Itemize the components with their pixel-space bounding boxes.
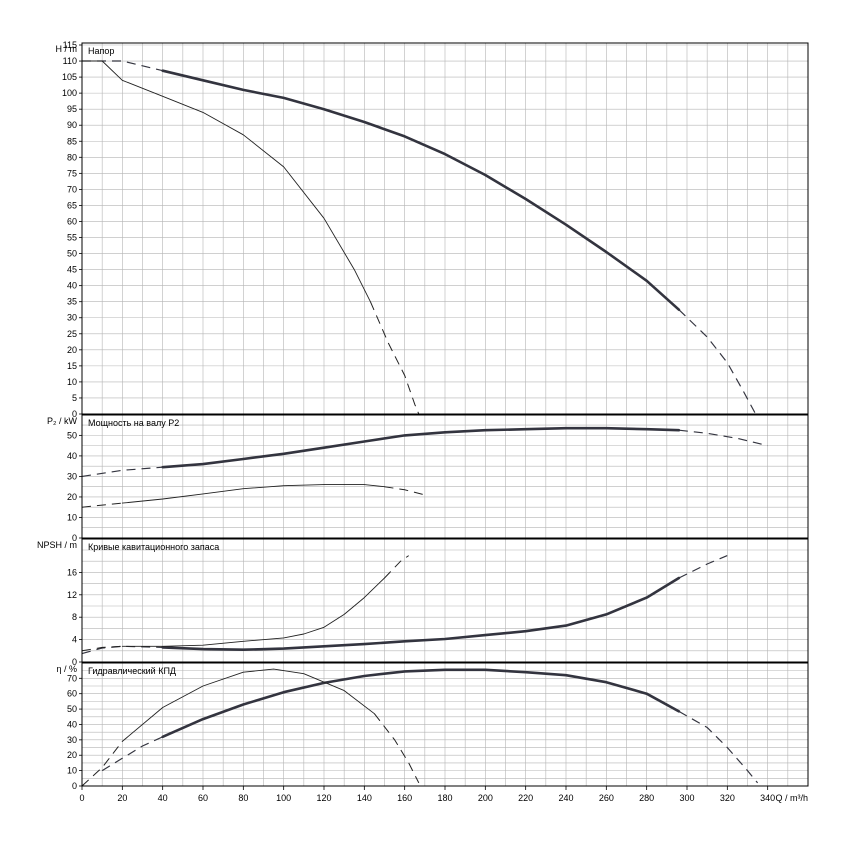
y-tick-label: 10 <box>67 377 77 387</box>
y-tick-label: 4 <box>72 635 77 645</box>
y-tick-label: 50 <box>67 430 77 440</box>
y-tick-label: 45 <box>67 265 77 275</box>
y-tick-label: 90 <box>67 120 77 130</box>
y-tick-label: 30 <box>67 471 77 481</box>
curve-dashed-power-pump-1 <box>81 466 163 477</box>
y-tick-label: 12 <box>67 590 77 600</box>
curve-dashed-end-efficiency-pump-2 <box>374 713 420 784</box>
curve-dashed-efficiency-pump-1 <box>101 736 163 772</box>
x-tick-label: 20 <box>117 793 127 803</box>
x-tick-label: 0 <box>79 793 84 803</box>
y-tick-label: 65 <box>67 200 77 210</box>
y-tick-label: 0 <box>72 533 77 543</box>
y-tick-label: 70 <box>67 184 77 194</box>
y-tick-label: 10 <box>67 512 77 522</box>
x-tick-label: 300 <box>679 793 694 803</box>
y-tick-label: 85 <box>67 136 77 146</box>
x-tick-label: 220 <box>518 793 533 803</box>
curve-solid-npsh-pump-2 <box>121 577 385 647</box>
x-tick-label: 40 <box>158 793 168 803</box>
x-tick-label: 260 <box>599 793 614 803</box>
x-tick-label: 340 <box>760 793 775 803</box>
curve-dashed-power-pump-2 <box>81 502 123 508</box>
text-layer: 0510152025303540455055606570758085909510… <box>37 40 808 803</box>
curve-solid-power-pump-1 <box>161 426 681 469</box>
y-tick-label: 40 <box>67 281 77 291</box>
x-axis-label: Q / m³/h <box>775 793 808 803</box>
y-tick-label: 50 <box>67 249 77 259</box>
y-tick-label: 40 <box>67 451 77 461</box>
y-tick-label: 0 <box>72 781 77 791</box>
curve-dashed-end-power-pump-2 <box>384 486 425 496</box>
y-tick-label: 115 <box>63 40 77 50</box>
curve-layer <box>81 60 768 787</box>
panel-frame-head <box>81 42 809 415</box>
panel-title-power: Мощность на валу P2 <box>88 418 179 428</box>
curve-dashed-end-npsh-pump-1 <box>678 555 728 579</box>
curve-dashed-end-head-pump-1 <box>678 309 757 415</box>
curve-solid-efficiency-pump-2 <box>121 668 375 742</box>
y-tick-label: 100 <box>62 88 77 98</box>
y-tick-label: 60 <box>67 689 77 699</box>
x-tick-label: 100 <box>276 793 291 803</box>
y-tick-label: 20 <box>67 345 77 355</box>
x-tick-label: 320 <box>720 793 735 803</box>
x-tick-label: 280 <box>639 793 654 803</box>
y-tick-label: 15 <box>67 361 77 371</box>
y-tick-label: 10 <box>67 766 77 776</box>
panel-frame-npsh <box>81 538 809 663</box>
y-tick-label: 30 <box>67 313 77 323</box>
y-tick-label: 8 <box>72 612 77 622</box>
panel-title-npsh: Кривые кавитационного запаса <box>88 542 219 552</box>
x-tick-label: 160 <box>397 793 412 803</box>
y-tick-label: 5 <box>72 393 77 403</box>
y-tick-label: 95 <box>67 104 77 114</box>
y-axis-label-efficiency: η / % <box>56 664 77 674</box>
y-tick-label: 60 <box>67 216 77 226</box>
curve-dashed-end-efficiency-pump-1 <box>678 710 759 784</box>
panel-title-head: Напор <box>88 46 114 56</box>
y-tick-label: 70 <box>67 673 77 683</box>
curve-solid-npsh-pump-1 <box>161 576 681 651</box>
curve-solid-head-pump-1 <box>161 69 681 311</box>
x-tick-label: 120 <box>316 793 331 803</box>
y-tick-label: 75 <box>67 168 77 178</box>
curve-dashed-end-power-pump-1 <box>678 429 768 447</box>
panel-title-efficiency: Гидравлический КПД <box>88 666 176 676</box>
curve-dashed-end-head-pump-2 <box>369 301 420 415</box>
y-tick-label: 105 <box>62 72 77 82</box>
x-tick-label: 140 <box>357 793 372 803</box>
y-axis-label-power: P₂ / kW <box>47 416 77 426</box>
y-tick-label: 0 <box>72 657 77 667</box>
x-tick-label: 80 <box>238 793 248 803</box>
y-tick-label: 20 <box>67 492 77 502</box>
frame-layer <box>79 42 809 790</box>
curve-dashed-head-pump-1 <box>82 60 163 72</box>
x-tick-label: 200 <box>478 793 493 803</box>
curve-dashed-npsh-pump-2 <box>81 645 123 652</box>
curve-solid-head-pump-2 <box>81 60 371 303</box>
x-tick-label: 180 <box>437 793 452 803</box>
curve-dashed-end-npsh-pump-2 <box>384 555 409 579</box>
y-tick-label: 35 <box>67 297 77 307</box>
y-axis-label-head: H / m <box>56 44 78 54</box>
y-tick-label: 30 <box>67 735 77 745</box>
x-tick-label: 60 <box>198 793 208 803</box>
y-tick-label: 20 <box>67 750 77 760</box>
x-tick-label: 240 <box>558 793 573 803</box>
y-tick-label: 16 <box>67 567 77 577</box>
curve-solid-efficiency-pump-1 <box>161 668 681 739</box>
y-tick-label: 25 <box>67 329 77 339</box>
y-tick-label: 80 <box>67 152 77 162</box>
y-tick-label: 50 <box>67 704 77 714</box>
y-tick-label: 55 <box>67 233 77 243</box>
y-tick-label: 0 <box>72 409 77 419</box>
y-tick-label: 40 <box>67 719 77 729</box>
y-axis-label-npsh: NPSH / m <box>37 540 77 550</box>
curve-dashed-efficiency-pump-2 <box>81 741 123 787</box>
y-tick-label: 110 <box>63 56 77 66</box>
curve-solid-power-pump-2 <box>121 484 385 504</box>
